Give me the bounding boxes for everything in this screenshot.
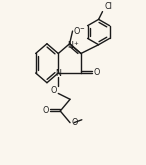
Text: N: N [55, 69, 61, 78]
Text: O: O [93, 68, 100, 78]
Text: N$^{+}$: N$^{+}$ [67, 39, 80, 50]
Text: Cl: Cl [105, 2, 112, 11]
Text: O: O [72, 118, 78, 127]
Text: O: O [42, 106, 49, 115]
Text: O: O [50, 86, 57, 95]
Text: O$^{-}$: O$^{-}$ [73, 25, 86, 36]
